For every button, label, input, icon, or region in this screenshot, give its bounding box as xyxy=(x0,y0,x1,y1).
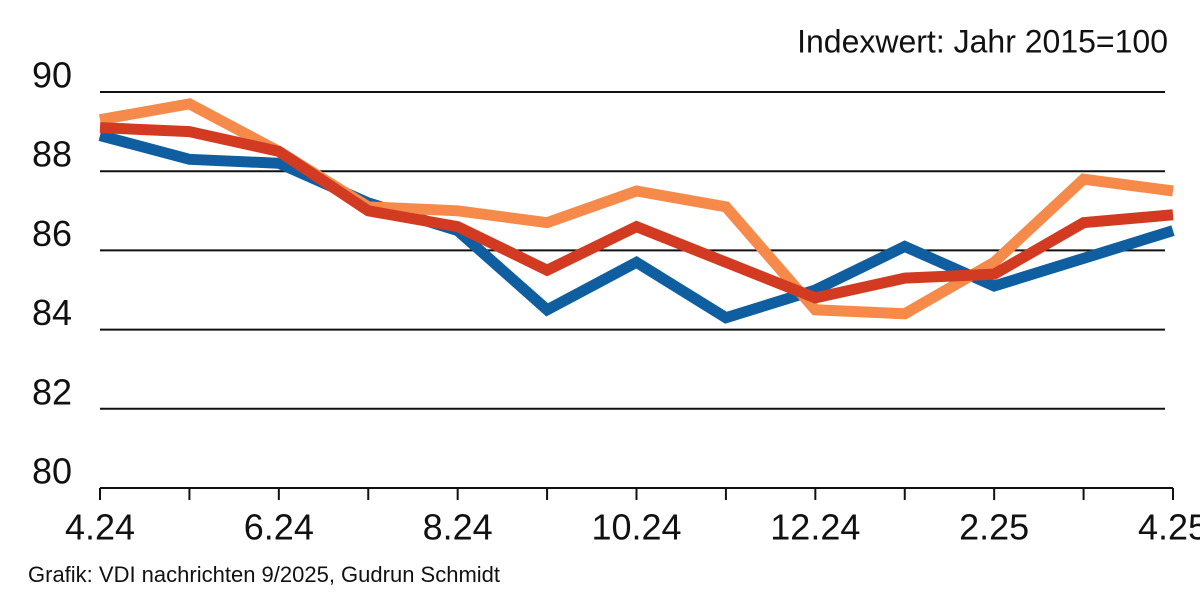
x-tick-label: 4.24 xyxy=(65,507,135,548)
y-tick-label: 90 xyxy=(32,55,72,96)
x-tick-label: 12.24 xyxy=(770,507,860,548)
x-tick-label: 2.25 xyxy=(959,507,1029,548)
x-tick-label: 8.24 xyxy=(423,507,493,548)
source-note: Grafik: VDI nachrichten 9/2025, Gudrun S… xyxy=(28,562,500,587)
series-line xyxy=(99,122,1174,304)
y-tick-label: 88 xyxy=(32,134,72,175)
y-tick-label: 84 xyxy=(32,292,72,333)
y-tick-label: 82 xyxy=(32,371,72,412)
x-tick-label: 6.24 xyxy=(244,507,314,548)
y-tick-label: 86 xyxy=(32,213,72,254)
chart-title: Indexwert: Jahr 2015=100 xyxy=(797,23,1168,59)
series-line xyxy=(98,130,1175,324)
y-tick-label: 80 xyxy=(32,451,72,492)
x-tick-label: 10.24 xyxy=(591,507,681,548)
x-tick-label: 4.25 xyxy=(1138,507,1200,548)
